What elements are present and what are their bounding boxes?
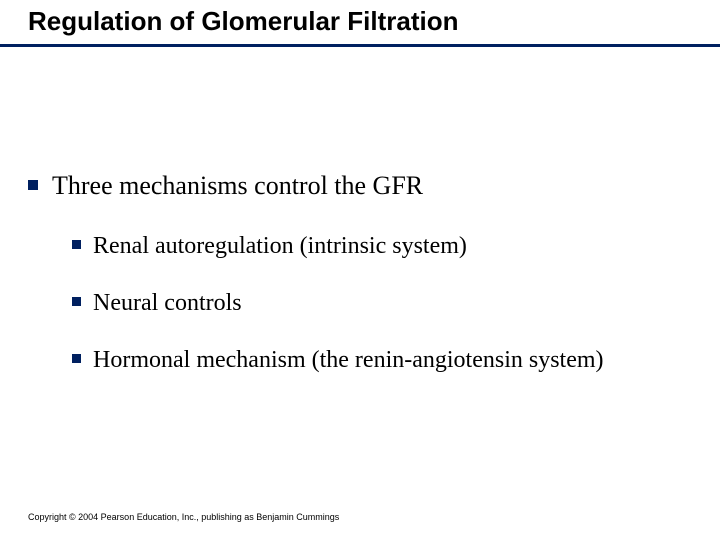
bullet-l1-text: Three mechanisms control the GFR xyxy=(52,170,680,203)
title-underline xyxy=(0,44,720,47)
slide-title: Regulation of Glomerular Filtration xyxy=(28,6,458,37)
bullet-level2: Neural controls xyxy=(72,288,680,319)
bullet-l2-text: Renal autoregulation (intrinsic system) xyxy=(93,231,680,262)
square-bullet-icon xyxy=(72,354,81,363)
bullet-level2: Hormonal mechanism (the renin-angiotensi… xyxy=(72,345,680,376)
square-bullet-icon xyxy=(28,180,38,190)
bullet-level1: Three mechanisms control the GFR xyxy=(28,170,680,203)
square-bullet-icon xyxy=(72,297,81,306)
bullet-l2-text: Hormonal mechanism (the renin-angiotensi… xyxy=(93,345,680,376)
bullet-l2-text: Neural controls xyxy=(93,288,680,319)
square-bullet-icon xyxy=(72,240,81,249)
copyright-text: Copyright © 2004 Pearson Education, Inc.… xyxy=(28,512,339,522)
bullet-level2: Renal autoregulation (intrinsic system) xyxy=(72,231,680,262)
content-area: Three mechanisms control the GFR Renal a… xyxy=(28,170,680,402)
slide: Regulation of Glomerular Filtration Thre… xyxy=(0,0,720,540)
